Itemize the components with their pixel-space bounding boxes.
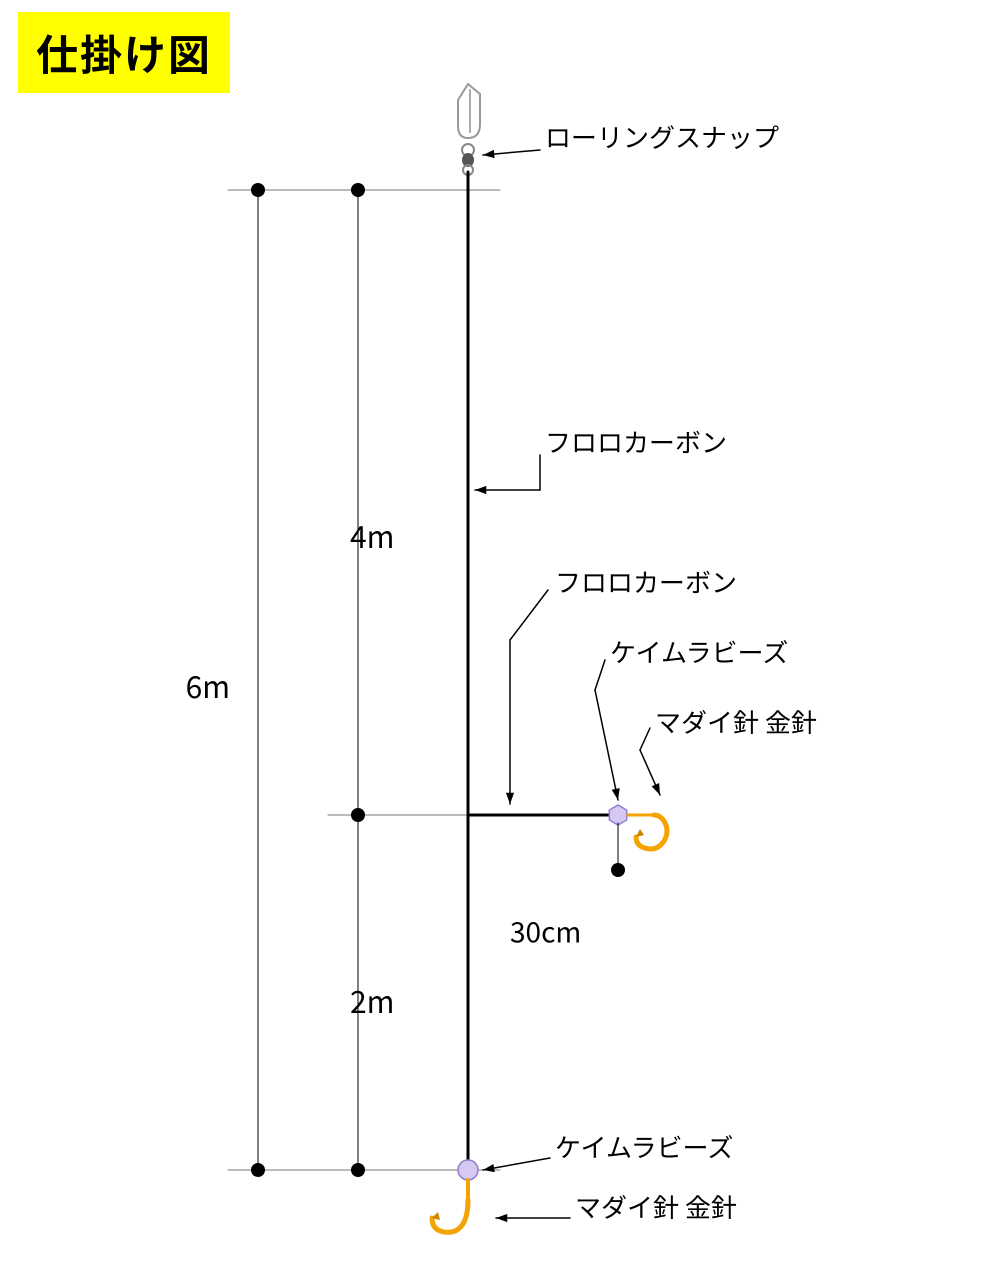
label-fluorocarbon-branch: フロロカーボン xyxy=(555,563,737,600)
rig-diagram-svg: 6m4m2m30cmローリングスナップフロロカーボンフロロカーボンケイムラビーズ… xyxy=(0,0,1000,1261)
label-length-4m: 4m xyxy=(350,513,394,557)
label-fluorocarbon-main: フロロカーボン xyxy=(545,423,727,460)
label-rolling-snap: ローリングスナップ xyxy=(545,118,779,155)
label-hook-branch: マダイ針 金針 xyxy=(655,703,817,740)
label-hook-bottom: マダイ針 金針 xyxy=(575,1188,737,1225)
label-bead-bottom: ケイムラビーズ xyxy=(555,1128,733,1165)
label-bead-branch: ケイムラビーズ xyxy=(610,633,788,670)
label-length-2m: 2m xyxy=(350,978,394,1022)
label-length-6m: 6m xyxy=(186,663,230,707)
label-length-30cm: 30cm xyxy=(510,912,581,952)
diagram-title: 仕掛け図 xyxy=(18,12,230,93)
